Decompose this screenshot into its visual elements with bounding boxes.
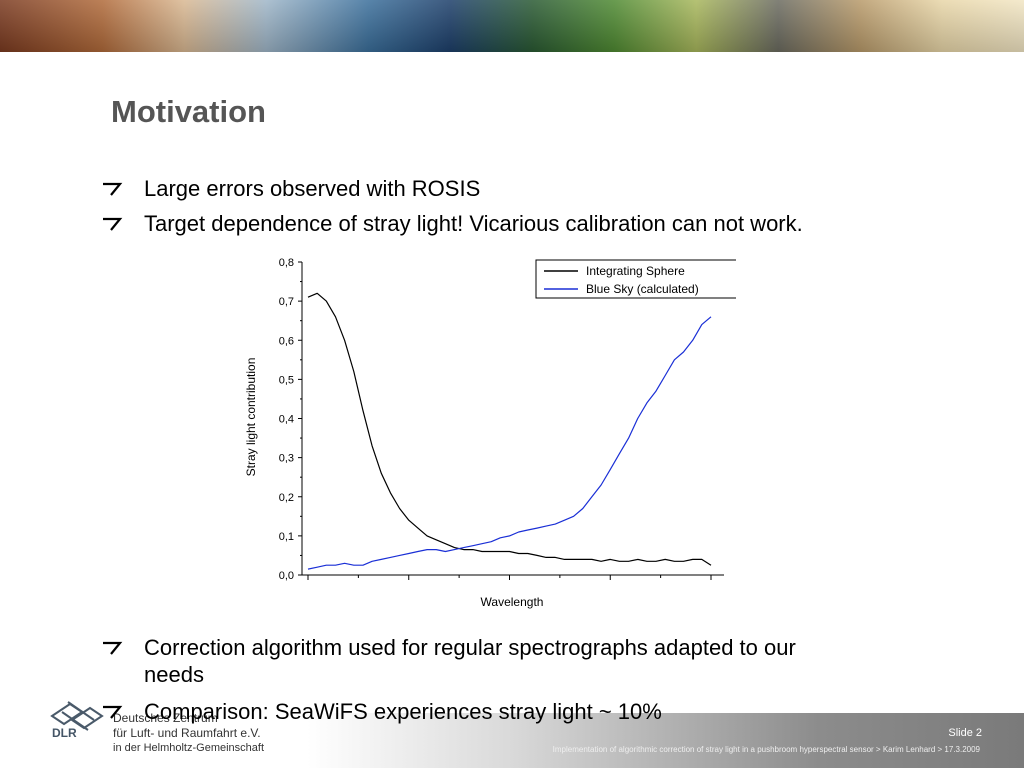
arrow-bullet-icon	[103, 641, 123, 655]
bullet-text-line: Correction algorithm used for regular sp…	[144, 635, 796, 660]
y-tick-label: 0,4	[279, 414, 294, 426]
slide-number: Slide 2	[948, 727, 982, 739]
bullet-text: Comparison: SeaWiFS experiences stray li…	[144, 699, 662, 724]
bullet-text-line: needs	[144, 662, 204, 687]
y-tick-label: 0,2	[279, 492, 294, 504]
arrow-bullet-icon	[103, 217, 123, 231]
header-banner	[0, 0, 1024, 52]
chart-axes: 0,0 0,1 0,2 0,3 0,4 0,5 0,6 0,7 0,8	[279, 257, 724, 582]
y-axis-label: Stray light contribution	[244, 358, 258, 477]
header-banner-shade	[0, 0, 1024, 52]
y-tick-label: 0,0	[279, 570, 294, 582]
integrating-sphere-line	[307, 292, 712, 566]
dlr-logo-icon	[50, 701, 104, 731]
logo-line: Deutsches Zentrum	[113, 711, 218, 725]
y-tick-label: 0,3	[279, 453, 294, 465]
blue-sky-line	[307, 316, 712, 570]
footer-bar	[0, 713, 1024, 768]
y-tick-label: 0,8	[279, 257, 294, 269]
logo-line: in der Helmholtz-Gemeinschaft	[113, 742, 265, 754]
y-tick-label: 0,7	[279, 296, 294, 308]
bullet-text: Target dependence of stray light! Vicari…	[144, 211, 803, 236]
stray-light-chart: 0,0 0,1 0,2 0,3 0,4 0,5 0,6 0,7 0,8 Integrating …	[244, 257, 736, 609]
legend-label: Blue Sky (calculated)	[586, 282, 699, 296]
chart-series	[307, 292, 712, 570]
footer-caption: Implementation of algorithmic correction…	[552, 745, 980, 754]
bullet-text: Large errors observed with ROSIS	[144, 176, 481, 201]
legend-label: Integrating Sphere	[586, 264, 685, 278]
x-axis-label: Wavelength	[481, 595, 544, 609]
y-tick-label: 0,6	[279, 335, 294, 347]
legend-box	[535, 259, 736, 299]
logo-line: für Luft- und Raumfahrt e.V.	[113, 726, 261, 740]
y-tick-label: 0,5	[279, 374, 294, 386]
arrow-bullet-icon	[103, 705, 123, 719]
slide-title: Motivation	[111, 94, 266, 129]
logo-abbrev: DLR	[52, 726, 77, 740]
chart-legend: Integrating Sphere Blue Sky (calculated)	[535, 259, 736, 299]
y-tick-label: 0,1	[279, 531, 294, 543]
arrow-bullet-icon	[103, 182, 123, 196]
